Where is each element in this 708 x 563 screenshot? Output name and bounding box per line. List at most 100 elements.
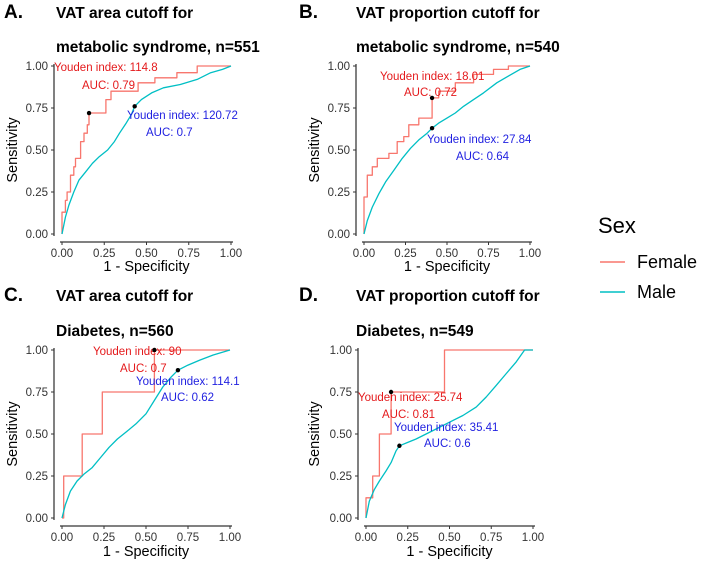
- panel-letter: C.: [4, 285, 23, 306]
- legend-title: Sex: [598, 213, 636, 238]
- cutoff-point-male: [132, 104, 137, 109]
- roc-line-female: [365, 349, 533, 518]
- annotation-youden-female: Youden index: 25.74: [358, 392, 463, 404]
- y-tick-label: 0.00: [328, 229, 350, 241]
- x-tick-label: 1.00: [522, 532, 544, 544]
- x-tick-label: 1.00: [220, 248, 242, 260]
- y-tick-label: 1.00: [26, 61, 48, 73]
- y-axis-title: Sensitivity: [5, 401, 21, 467]
- x-tick-label: 0.25: [93, 248, 115, 260]
- legend-label-female: Female: [637, 252, 697, 272]
- annotation-youden-female: Youden index: 90: [93, 346, 181, 358]
- annotation-youden-female: Youden index: 114.8: [54, 62, 158, 74]
- panel-d: D. VAT proportion cutoff for Diabetes, n=5…: [299, 285, 544, 560]
- panel-letter: B.: [299, 2, 318, 23]
- y-tick-label: 0.00: [330, 513, 352, 525]
- x-tick-label: 1.00: [219, 532, 241, 544]
- y-tick-label: 1.00: [328, 61, 350, 73]
- x-tick-label: 0.25: [397, 532, 419, 544]
- roc-line-male: [61, 349, 231, 519]
- cutoff-point-female: [86, 110, 92, 116]
- annotation-auc-male: AUC: 0.6: [424, 438, 471, 450]
- annotation-auc-female: AUC: 0.79: [82, 80, 135, 92]
- annotation-youden-male: Youden index: 35.41: [394, 422, 498, 434]
- legend: Sex Female Male: [598, 213, 697, 302]
- annotation-auc-male: AUC: 0.64: [456, 151, 510, 163]
- y-axis-title: Sensitivity: [307, 401, 323, 467]
- x-tick-label: 1.00: [519, 248, 541, 260]
- cutoff-point-male: [175, 367, 181, 373]
- y-tick-label: 0.75: [330, 387, 352, 399]
- x-tick-label: 0.00: [51, 532, 73, 544]
- panel-letter: D.: [299, 285, 318, 306]
- panel-title-line1: VAT proportion cutoff for: [356, 288, 540, 305]
- panel-title-line2: metabolic syndrome, n=540: [356, 39, 560, 56]
- annotation-youden-female: Youden index: 18.01: [380, 71, 484, 83]
- cutoff-point-male: [397, 443, 402, 448]
- x-tick-label: 0.25: [394, 248, 416, 260]
- annotation-youden-male: Youden index: 114.1: [136, 376, 240, 388]
- roc-line-male: [365, 349, 533, 519]
- panels-layer: A. VAT area cutoff for metabolic syndrome,…: [4, 2, 560, 560]
- x-axis-title: 1 - Specificity: [103, 259, 190, 275]
- x-tick-label: 0.50: [438, 532, 460, 544]
- y-tick-label: 0.75: [26, 103, 48, 115]
- panel-title-line1: VAT proportion cutoff for: [356, 5, 540, 22]
- annotation-auc-female: AUC: 0.72: [404, 87, 457, 99]
- annotation-auc-male: AUC: 0.62: [161, 392, 214, 404]
- panel-title-line2: Diabetes, n=549: [356, 323, 474, 340]
- cutoff-point-female: [388, 389, 394, 395]
- y-tick-label: 0.25: [26, 187, 48, 199]
- x-tick-label: 0.75: [177, 532, 199, 544]
- y-axis-title: Sensitivity: [5, 117, 21, 183]
- y-tick-label: 0.75: [26, 387, 48, 399]
- annotation-auc-female: AUC: 0.81: [382, 409, 435, 421]
- y-tick-label: 0.25: [330, 471, 352, 483]
- legend-label-male: Male: [637, 282, 676, 302]
- x-tick-label: 0.75: [480, 532, 502, 544]
- roc-line-female: [62, 349, 230, 519]
- annotation-youden-male: Youden index: 120.72: [127, 110, 238, 122]
- panel-b: B. VAT proportion cutoff for metabolic syn…: [299, 2, 560, 275]
- panel-title-line2: Diabetes, n=560: [56, 323, 174, 340]
- x-tick-label: 0.50: [135, 248, 157, 260]
- y-tick-label: 1.00: [26, 345, 48, 357]
- panel-letter: A.: [4, 2, 23, 23]
- panel-a: A. VAT area cutoff for metabolic syndrome,…: [4, 2, 260, 275]
- y-tick-label: 0.50: [26, 145, 48, 157]
- roc-line-female: [61, 65, 231, 234]
- x-tick-label: 0.00: [51, 248, 73, 260]
- x-axis-title: 1 - Specificity: [404, 259, 491, 275]
- y-tick-label: 0.50: [328, 145, 350, 157]
- x-tick-label: 0.00: [355, 532, 377, 544]
- roc-line-female: [363, 65, 530, 234]
- y-tick-label: 0.75: [328, 103, 350, 115]
- panel-title-line1: VAT area cutoff for: [56, 288, 193, 305]
- annotation-youden-male: Youden index: 27.84: [427, 134, 532, 146]
- cutoff-point-female: [429, 95, 435, 101]
- x-tick-label: 0.50: [436, 248, 458, 260]
- panel-c: C. VAT area cutoff for Diabetes, n=560 0.00…: [4, 285, 241, 560]
- x-tick-label: 0.50: [135, 532, 157, 544]
- panel-title-line2: metabolic syndrome, n=551: [56, 39, 260, 56]
- y-tick-label: 0.25: [26, 471, 48, 483]
- y-tick-label: 0.50: [26, 429, 48, 441]
- y-tick-label: 0.00: [26, 229, 48, 241]
- y-tick-label: 0.50: [330, 429, 352, 441]
- annotation-auc-female: AUC: 0.7: [120, 363, 167, 375]
- y-axis-title: Sensitivity: [307, 117, 323, 183]
- panel-title-line1: VAT area cutoff for: [56, 5, 193, 22]
- x-tick-label: 0.00: [353, 248, 375, 260]
- y-tick-label: 1.00: [330, 345, 352, 357]
- x-tick-label: 0.75: [178, 248, 200, 260]
- x-tick-label: 0.25: [93, 532, 115, 544]
- roc-line-male: [61, 65, 232, 235]
- x-tick-label: 0.75: [477, 248, 499, 260]
- y-tick-label: 0.00: [26, 513, 48, 525]
- cutoff-point-female: [152, 347, 157, 353]
- y-tick-label: 0.25: [328, 187, 350, 199]
- annotation-auc-male: AUC: 0.7: [146, 127, 193, 139]
- x-axis-title: 1 - Specificity: [103, 544, 190, 560]
- x-axis-title: 1 - Specificity: [406, 544, 493, 560]
